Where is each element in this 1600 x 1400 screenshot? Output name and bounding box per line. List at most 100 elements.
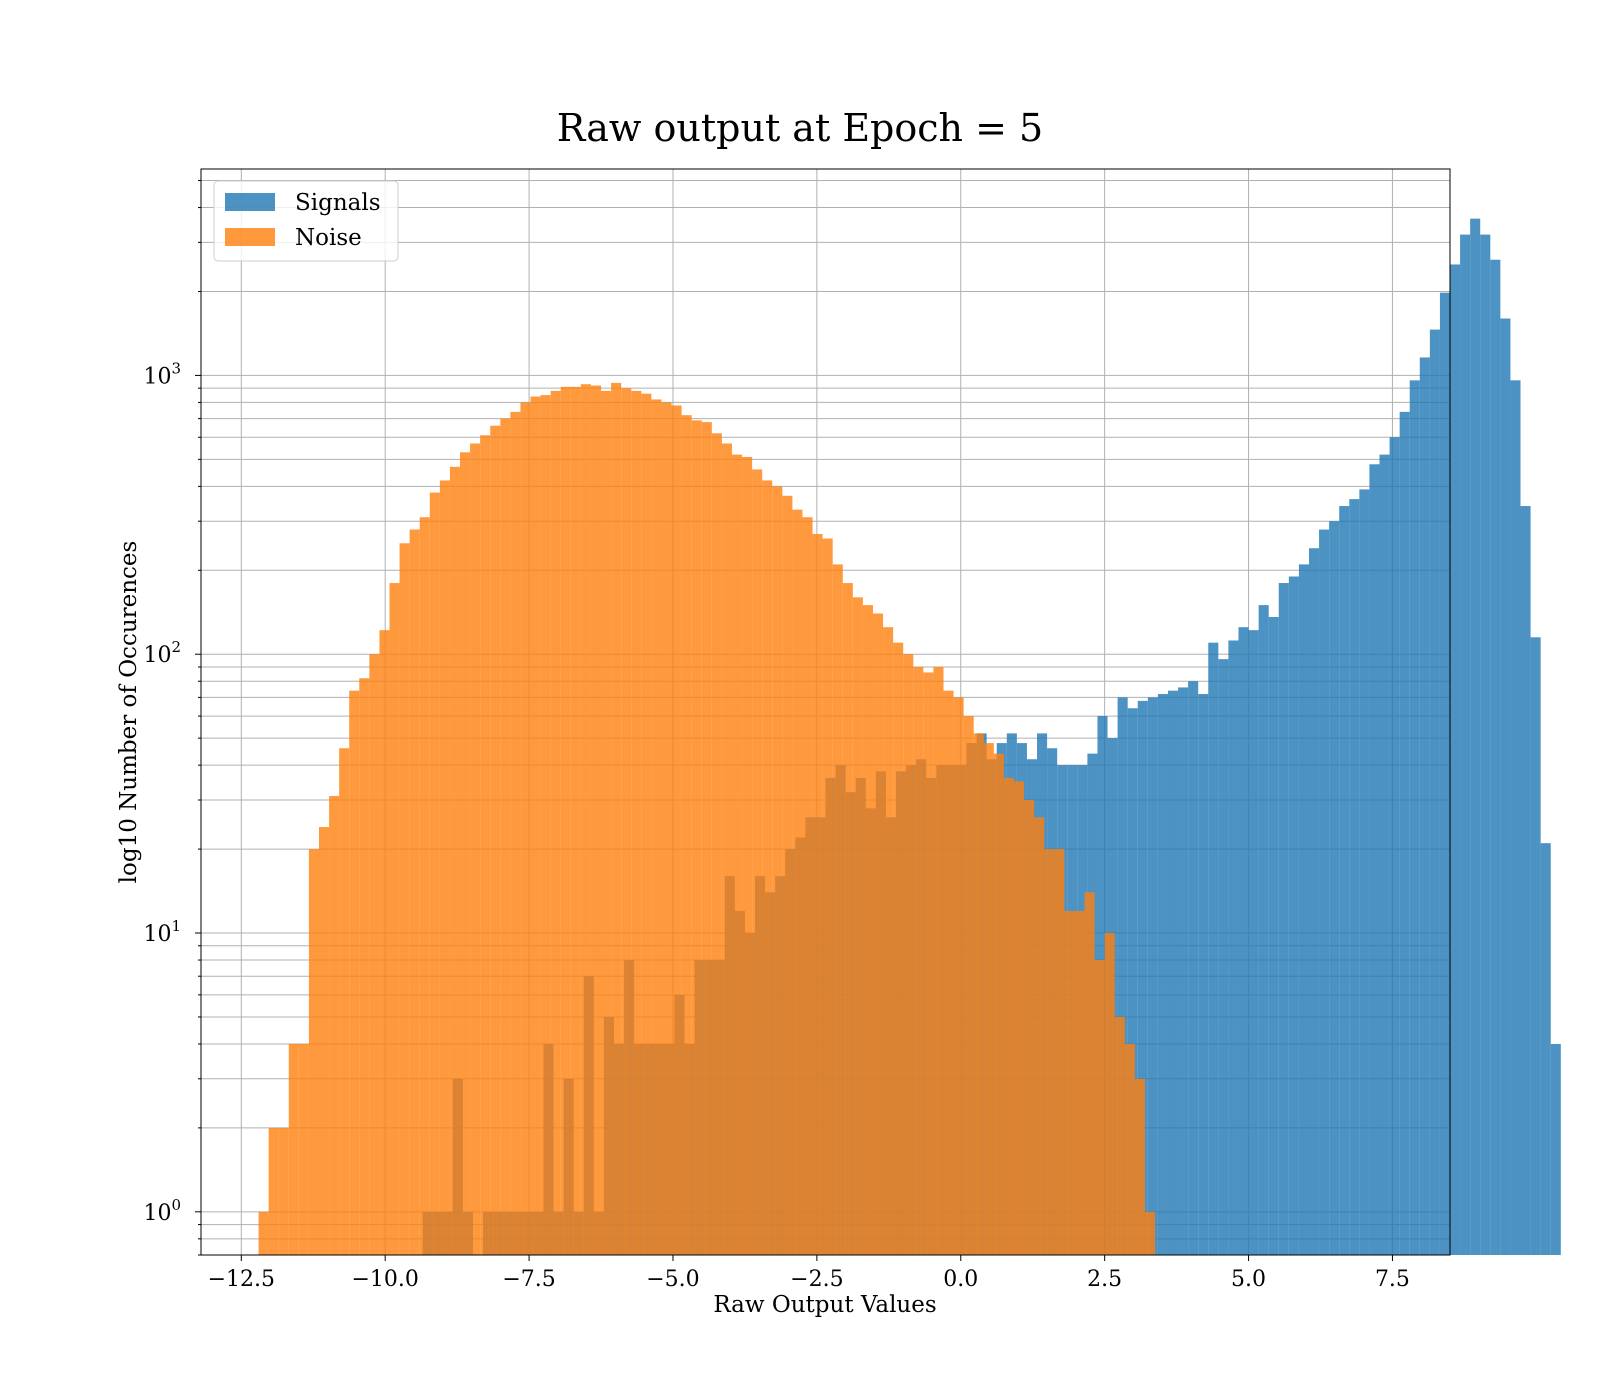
legend: Signals Noise xyxy=(213,180,399,262)
noise-bar xyxy=(359,678,370,1255)
legend-label-signals: Signals xyxy=(295,190,381,216)
signals-bar xyxy=(1308,548,1320,1255)
noise-bar xyxy=(329,796,340,1255)
signals-bar xyxy=(1550,1043,1561,1255)
signals-bar xyxy=(1167,690,1179,1255)
legend-swatch-signals xyxy=(225,193,275,211)
x-tick-label: 2.5 xyxy=(1087,1267,1122,1292)
signals-bar xyxy=(1157,693,1168,1255)
signals-bar xyxy=(1339,506,1350,1255)
noise-bar xyxy=(782,495,793,1255)
noise-bar xyxy=(470,443,481,1256)
noise-bar xyxy=(893,642,904,1255)
signals-bar xyxy=(1419,357,1430,1255)
noise-bars xyxy=(258,382,1156,1256)
noise-bar xyxy=(852,597,863,1255)
noise-bar xyxy=(983,743,994,1255)
noise-bar xyxy=(258,1211,269,1255)
noise-bar xyxy=(601,390,612,1256)
signals-bar xyxy=(1460,234,1471,1255)
signals-bar xyxy=(1329,521,1340,1255)
noise-bar xyxy=(449,466,461,1256)
signals-bar xyxy=(1409,380,1420,1255)
signals-bar xyxy=(1429,329,1440,1256)
noise-bar xyxy=(1114,1016,1125,1255)
noise-bar xyxy=(1003,777,1015,1255)
signals-bar xyxy=(1530,637,1541,1255)
plot-frame xyxy=(200,168,1451,1256)
signals-bar xyxy=(1540,843,1551,1255)
noise-bar xyxy=(923,672,934,1255)
signals-bar xyxy=(1178,687,1189,1255)
noise-bar xyxy=(379,630,390,1255)
noise-bar xyxy=(1104,933,1115,1255)
noise-bar xyxy=(822,538,833,1255)
noise-bar xyxy=(641,393,652,1255)
signals-bar xyxy=(1268,616,1279,1255)
signals-bar xyxy=(1450,264,1461,1255)
x-tick-label: −12.5 xyxy=(208,1267,275,1292)
noise-bar xyxy=(1014,781,1025,1255)
signals-bar xyxy=(1228,640,1239,1255)
signals-bar xyxy=(1480,234,1491,1255)
signals-bar xyxy=(1379,454,1390,1255)
x-tick-label: −7.5 xyxy=(502,1267,555,1292)
noise-bar xyxy=(1134,1078,1145,1255)
noise-bar xyxy=(530,396,541,1255)
signals-bar xyxy=(1238,627,1249,1255)
y-tick-label: 103 xyxy=(143,359,181,389)
noise-bar xyxy=(973,733,984,1255)
signals-bar xyxy=(1369,464,1380,1256)
signals-bar xyxy=(1137,700,1148,1255)
noise-bar xyxy=(1044,849,1055,1255)
noise-bar xyxy=(318,827,330,1255)
signals-bar xyxy=(1288,576,1299,1255)
noise-bar xyxy=(631,390,642,1256)
y-axis-label: log10 Number of Occurences xyxy=(116,541,142,884)
noise-bar xyxy=(429,492,440,1255)
signals-bar xyxy=(1198,693,1209,1255)
noise-bar xyxy=(993,753,1004,1255)
noise-bar xyxy=(1034,817,1045,1255)
signals-bar xyxy=(1470,218,1481,1255)
signals-bar xyxy=(1248,630,1259,1255)
noise-bar xyxy=(278,1127,289,1255)
noise-bar xyxy=(862,605,873,1255)
signals-bar xyxy=(1208,642,1219,1255)
noise-bar xyxy=(711,433,722,1255)
signals-bar xyxy=(1147,697,1158,1255)
noise-bar xyxy=(520,402,531,1256)
signals-bar xyxy=(1258,605,1269,1255)
noise-bar xyxy=(903,654,914,1255)
noise-bar xyxy=(419,517,430,1255)
y-tick-label: 100 xyxy=(143,1196,181,1226)
x-axis-ticks: −12.5 −10.0 −7.5 −5.0 −2.5 0.0 2.5 5.0 7.5 xyxy=(208,1255,1410,1292)
noise-bar xyxy=(731,454,743,1255)
x-tick-label: −2.5 xyxy=(790,1267,843,1292)
noise-bar xyxy=(409,529,420,1255)
signals-bar xyxy=(1500,318,1511,1255)
signals-bar xyxy=(1520,506,1531,1255)
y-tick-label: 102 xyxy=(143,638,181,668)
noise-bar xyxy=(611,382,622,1255)
noise-bar xyxy=(510,411,521,1256)
y-axis-ticks: 100 101 102 103 xyxy=(143,180,201,1256)
noise-bar xyxy=(439,480,450,1255)
noise-bar xyxy=(671,405,682,1255)
noise-bar xyxy=(560,386,571,1256)
x-tick-label: 0.0 xyxy=(943,1267,978,1292)
x-tick-label: 7.5 xyxy=(1375,1267,1410,1292)
legend-swatch-noise xyxy=(225,228,275,246)
signals-bar xyxy=(1389,437,1400,1255)
noise-bar xyxy=(590,385,602,1255)
noise-bar xyxy=(460,452,471,1256)
noise-bar xyxy=(832,564,843,1255)
noise-bar xyxy=(339,748,350,1255)
signals-bar xyxy=(1188,681,1199,1255)
x-tick-label: 5.0 xyxy=(1231,1267,1266,1292)
noise-bar xyxy=(933,666,944,1255)
noise-bar xyxy=(883,627,894,1255)
noise-bar xyxy=(943,690,954,1255)
noise-bar xyxy=(399,543,410,1255)
